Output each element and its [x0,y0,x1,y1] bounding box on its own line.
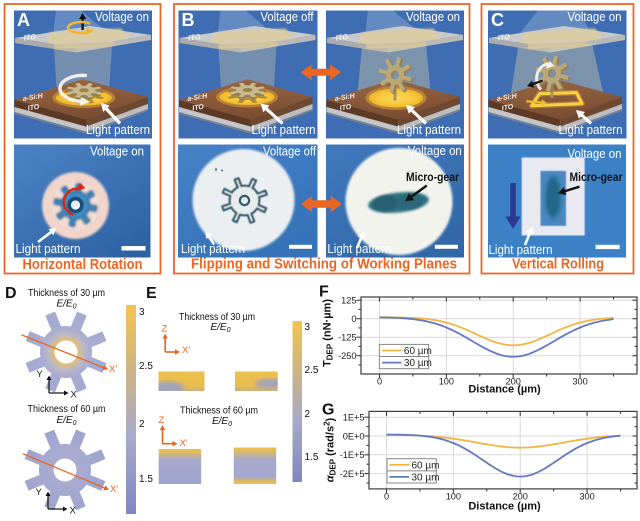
svg-text:Light pattern: Light pattern [327,241,391,256]
svg-text:300: 300 [579,492,594,502]
svg-text:ITO: ITO [335,32,349,42]
svg-text:Horizontal Rotation: Horizontal Rotation [23,256,143,273]
svg-text:30 µm: 30 µm [412,472,440,483]
svg-text:200: 200 [506,377,521,387]
svg-text:X′: X′ [180,438,188,449]
svg-text:Z: Z [162,324,168,335]
svg-text:Voltage on: Voltage on [408,144,462,158]
svg-text:Z: Z [159,415,165,426]
svg-text:X′: X′ [109,364,117,375]
svg-text:Light pattern: Light pattern [489,242,553,257]
svg-text:Flipping and Switching of Work: Flipping and Switching of Working Planes [191,256,457,273]
svg-text:Voltage off: Voltage off [263,145,316,159]
svg-text:Light pattern: Light pattern [252,122,316,137]
svg-text:ITO: ITO [27,104,40,113]
svg-text:100: 100 [439,377,454,387]
svg-text:200: 200 [513,492,528,502]
svg-text:Thickness of 60 µm: Thickness of 60 µm [28,404,106,415]
svg-text:Y: Y [37,369,44,380]
svg-text:TDEP (nN·µm): TDEP (nN·µm) [322,299,335,367]
svg-text:G: G [322,402,334,419]
svg-text:Voltage on: Voltage on [568,147,622,161]
svg-text:-250: -250 [338,351,356,361]
svg-text:60 µm: 60 µm [404,346,432,357]
svg-text:1.5: 1.5 [305,452,319,463]
svg-text:2.5: 2.5 [139,361,153,372]
svg-text:-2E+5: -2E+5 [340,469,365,479]
svg-text:Voltage on: Voltage on [90,145,144,159]
svg-text:A: A [17,10,30,30]
svg-text:a-Si:H: a-Si:H [22,93,44,103]
svg-text:Voltage on: Voltage on [568,10,622,24]
svg-text:2: 2 [139,419,145,430]
svg-text:0: 0 [351,314,356,324]
svg-text:100: 100 [446,492,461,502]
svg-text:ITO: ITO [188,32,202,42]
svg-text:Voltage on: Voltage on [95,10,149,24]
svg-text:-125: -125 [338,333,356,343]
svg-text:E: E [146,285,157,302]
svg-text:Distance (µm): Distance (µm) [468,384,541,396]
svg-text:E/E0: E/E0 [210,322,230,334]
svg-text:B: B [182,10,195,30]
svg-text:Thickness of 30 µm: Thickness of 30 µm [179,312,255,323]
svg-text:E/E0: E/E0 [56,415,76,427]
svg-text:Light pattern: Light pattern [181,241,245,256]
svg-text:0E+0: 0E+0 [343,431,365,441]
svg-text:0: 0 [384,492,389,502]
svg-text:Voltage off: Voltage off [261,10,314,24]
svg-text:0: 0 [377,377,382,387]
svg-text:F: F [319,284,329,301]
svg-text:ITO: ITO [339,104,352,113]
svg-text:-1E+5: -1E+5 [340,450,365,460]
svg-text:3: 3 [305,322,311,333]
svg-text:ITO: ITO [23,32,37,42]
svg-text:2: 2 [305,409,311,420]
svg-text:X: X [70,506,77,517]
svg-text:C: C [491,10,504,30]
svg-text:Light pattern: Light pattern [397,122,461,137]
svg-text:a-Si:H: a-Si:H [187,93,209,103]
svg-text:a-Si:H: a-Si:H [496,93,518,103]
svg-text:Light pattern: Light pattern [86,122,150,137]
svg-text:Thickness of 60 µm: Thickness of 60 µm [180,406,258,417]
svg-text:300: 300 [572,377,587,387]
svg-text:ITO: ITO [501,104,514,113]
svg-text:125: 125 [341,296,356,306]
svg-text:D: D [5,285,17,302]
svg-text:2.5: 2.5 [305,365,319,376]
svg-text:E/E0: E/E0 [56,299,76,311]
svg-text:3: 3 [139,307,145,318]
svg-text:Micro-gear: Micro-gear [406,170,459,184]
svg-text:1.5: 1.5 [139,474,153,485]
svg-text:ITO: ITO [192,104,205,113]
svg-text:Y: Y [36,487,43,498]
svg-text:αDEP (rad/s2): αDEP (rad/s2) [323,417,338,482]
svg-text:Micro-gear: Micro-gear [570,170,623,184]
svg-text:Distance (µm): Distance (µm) [468,501,541,513]
svg-text:60 µm: 60 µm [412,460,440,471]
svg-text:X′: X′ [110,484,118,495]
svg-text:Vertical Rolling: Vertical Rolling [512,256,604,273]
svg-text:Voltage on: Voltage on [406,10,460,24]
svg-text:30 µm: 30 µm [404,358,432,369]
svg-text:ITO: ITO [497,32,511,42]
svg-text:X′: X′ [182,345,190,356]
svg-text:Light pattern: Light pattern [16,241,81,256]
svg-text:Thickness of 30 µm: Thickness of 30 µm [28,288,105,299]
svg-text:X: X [71,390,78,401]
svg-text:1E+5: 1E+5 [343,413,365,423]
svg-text:Light pattern: Light pattern [559,122,623,137]
svg-text:a-Si:H: a-Si:H [334,93,356,103]
svg-text:E/E0: E/E0 [212,416,232,428]
